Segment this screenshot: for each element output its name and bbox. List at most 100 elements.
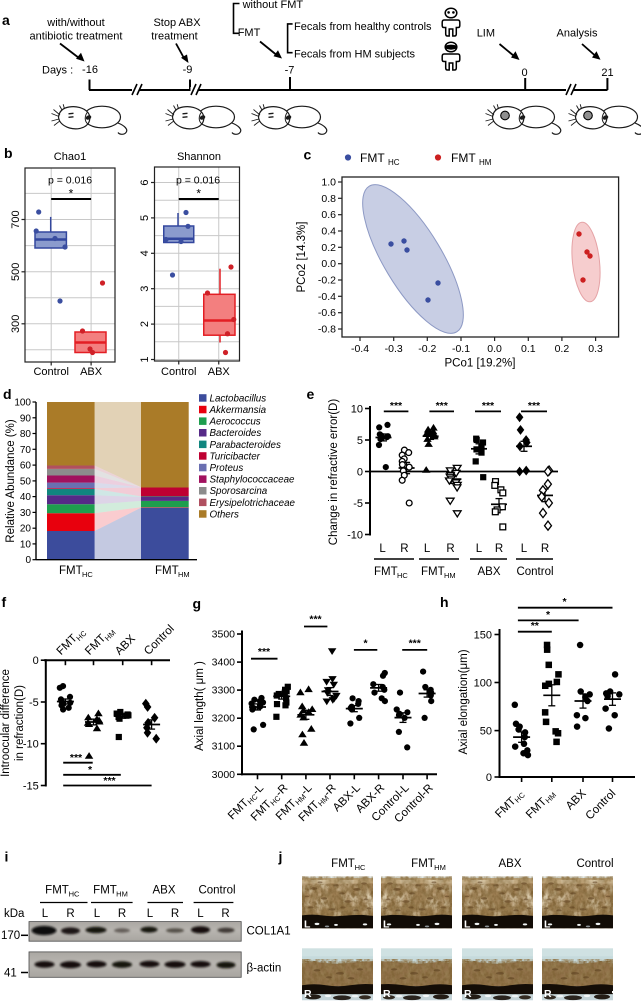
svg-text:0.2: 0.2 [555, 343, 570, 355]
svg-text:0: 0 [25, 555, 31, 566]
svg-text:g: g [193, 596, 202, 612]
svg-text:L: L [424, 543, 431, 555]
svg-text:PCo2 [14.3%]: PCo2 [14.3%] [296, 222, 308, 293]
svg-text:i: i [5, 849, 9, 865]
svg-text:0.2: 0.2 [321, 242, 336, 254]
svg-text:-9: -9 [183, 64, 193, 76]
svg-text:FMT: FMT [93, 885, 117, 897]
svg-text:Bacteroides: Bacteroides [210, 428, 262, 439]
svg-text:***: *** [390, 400, 403, 412]
svg-text:treatment: treatment [151, 31, 197, 43]
svg-text:Days :: Days : [42, 65, 73, 77]
svg-text:41: 41 [4, 968, 17, 980]
svg-text:50: 50 [20, 476, 32, 487]
svg-text:FMT: FMT [238, 27, 261, 39]
svg-text:Stop ABX: Stop ABX [153, 17, 201, 29]
svg-text:L: L [464, 919, 471, 931]
svg-text:500: 500 [10, 263, 22, 281]
svg-text:FMT: FMT [421, 566, 445, 578]
svg-text:Control: Control [33, 366, 68, 378]
svg-text:L: L [476, 543, 483, 555]
svg-text:b: b [4, 145, 13, 161]
svg-text:2: 2 [139, 321, 151, 327]
svg-text:ABX: ABX [113, 633, 138, 658]
svg-text:300: 300 [10, 315, 22, 333]
svg-text:FMT: FMT [411, 858, 435, 870]
svg-text:ABX: ABX [208, 366, 231, 378]
svg-text:100: 100 [14, 398, 31, 409]
svg-text:L: L [94, 908, 101, 920]
svg-text:ABX: ABX [477, 566, 500, 578]
svg-text:0: 0 [521, 67, 527, 79]
svg-text:*: * [196, 187, 201, 201]
svg-text:Chao1: Chao1 [54, 151, 86, 163]
svg-text:***: *** [70, 752, 83, 764]
svg-text:ABX: ABX [80, 366, 103, 378]
svg-text:HC: HC [388, 158, 400, 167]
svg-text:HC: HC [69, 890, 80, 899]
svg-text:FMT: FMT [374, 566, 398, 578]
svg-text:FMT: FMT [451, 151, 476, 165]
svg-text:0: 0 [357, 467, 363, 479]
svg-text:R: R [171, 908, 179, 920]
svg-text:0.6: 0.6 [321, 209, 336, 221]
svg-text:3000: 3000 [212, 769, 236, 781]
svg-text:ABX: ABX [564, 787, 589, 812]
svg-text:-16: -16 [82, 64, 98, 76]
svg-text:0.3: 0.3 [588, 343, 603, 355]
svg-text:-0.4: -0.4 [351, 343, 369, 355]
svg-text:L: L [521, 543, 528, 555]
svg-text:FMT: FMT [45, 885, 69, 897]
svg-text:HM: HM [178, 570, 190, 579]
svg-text:Control: Control [198, 885, 235, 897]
svg-text:70: 70 [20, 445, 32, 456]
svg-text:3100: 3100 [212, 741, 236, 753]
svg-text:R: R [541, 543, 549, 555]
svg-text:d: d [3, 386, 12, 402]
svg-text:***: *** [436, 400, 449, 412]
svg-text:FMT: FMT [155, 565, 179, 577]
svg-text:-0.4: -0.4 [318, 291, 336, 303]
svg-text:3500: 3500 [212, 629, 236, 641]
svg-text:***: *** [409, 638, 422, 650]
svg-text:without FMT: without FMT [242, 0, 304, 11]
svg-text:L: L [383, 919, 390, 931]
svg-text:FMTHM-R: FMTHM-R [297, 782, 340, 825]
svg-text:1.0: 1.0 [321, 177, 336, 189]
svg-text:Aerococcus: Aerococcus [209, 417, 261, 428]
svg-text:Sporosarcina: Sporosarcina [210, 486, 268, 497]
svg-text:Turicibacter: Turicibacter [210, 451, 261, 462]
svg-text:1: 1 [139, 356, 151, 362]
svg-text:FMTHC: FMTHC [493, 787, 527, 821]
svg-text:e: e [307, 386, 315, 402]
svg-text:FMT: FMT [59, 565, 83, 577]
svg-text:Control: Control [576, 858, 613, 870]
svg-text:0.8: 0.8 [321, 193, 336, 205]
svg-text:FMTHM: FMTHM [524, 788, 558, 822]
svg-text:3200: 3200 [212, 713, 236, 725]
svg-text:Change in refractive error(D): Change in refractive error(D) [328, 399, 340, 546]
svg-text:HM: HM [444, 571, 456, 580]
svg-text:R: R [464, 988, 472, 1000]
svg-text:Fecals from healthy controls: Fecals from healthy controls [294, 21, 432, 33]
svg-text:***: *** [482, 400, 495, 412]
svg-text:R: R [221, 908, 229, 920]
svg-text:0: 0 [33, 655, 39, 667]
svg-text:LIM: LIM [477, 28, 495, 40]
svg-text:Lactobacillus: Lactobacillus [210, 393, 267, 404]
svg-text:Introocular difference: Introocular difference [0, 669, 12, 777]
svg-text:ABX: ABX [152, 885, 175, 897]
svg-text:L: L [304, 919, 311, 931]
svg-text:L: L [197, 908, 204, 920]
svg-text:-0.2: -0.2 [418, 343, 436, 355]
svg-text:HC: HC [397, 571, 408, 580]
svg-text:Fecals from HM subjects: Fecals from HM subjects [294, 49, 416, 61]
svg-text:*: * [69, 187, 74, 201]
svg-text:-5: -5 [353, 498, 363, 510]
svg-text:L: L [379, 543, 386, 555]
svg-text:10: 10 [351, 404, 363, 416]
svg-text:10: 10 [20, 539, 32, 550]
svg-text:-15: -15 [23, 781, 39, 793]
svg-text:-0.2: -0.2 [318, 275, 336, 287]
svg-text:Analysis: Analysis [557, 28, 598, 40]
